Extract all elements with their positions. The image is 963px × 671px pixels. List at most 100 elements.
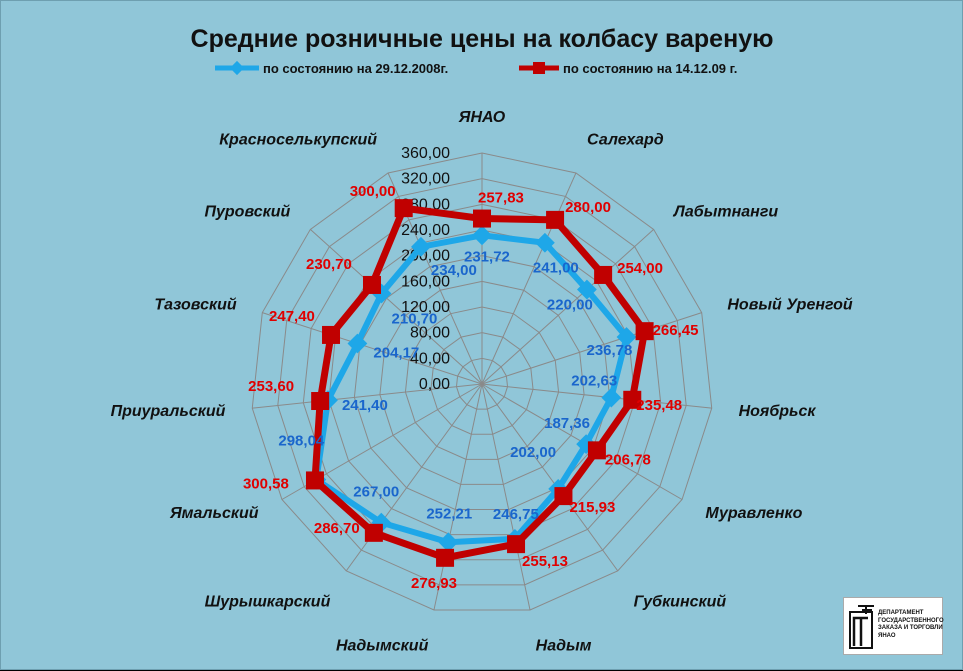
tick-label: 0,00 bbox=[419, 376, 450, 393]
data-point-diamond bbox=[347, 333, 368, 354]
value-label: 246,75 bbox=[493, 506, 539, 523]
value-label: 257,83 bbox=[478, 190, 524, 207]
value-label: 215,93 bbox=[569, 499, 615, 516]
data-point-diamond bbox=[472, 225, 492, 246]
value-label: 230,70 bbox=[306, 256, 352, 273]
grid-ring bbox=[404, 306, 560, 460]
grid-spoke bbox=[309, 229, 483, 385]
grid-ring bbox=[379, 280, 585, 485]
grid-spoke bbox=[481, 383, 712, 409]
data-point-square bbox=[554, 487, 573, 506]
value-label: 235,48 bbox=[636, 397, 682, 414]
data-point-square bbox=[587, 441, 606, 460]
axis-name: Надымский bbox=[336, 637, 429, 654]
data-point-diamond bbox=[616, 327, 637, 347]
value-label: 255,13 bbox=[522, 553, 568, 570]
tick-label: 120,00 bbox=[401, 299, 450, 316]
legend-label: по состоянию на 29.12.2008г. bbox=[263, 61, 448, 76]
axis-name: Новый Уренгой bbox=[727, 296, 853, 313]
axis-name: Ямальский bbox=[169, 505, 259, 522]
grid-spoke bbox=[481, 383, 531, 611]
data-point-square bbox=[507, 535, 526, 554]
grid-spoke bbox=[481, 229, 655, 385]
axis-name: Муравленко bbox=[705, 505, 802, 522]
data-point-square bbox=[635, 322, 654, 341]
logo-line: Департамент bbox=[878, 610, 924, 616]
value-label: 300,00 bbox=[350, 183, 396, 200]
axis-name: Приуральский bbox=[111, 403, 226, 420]
legend-item: по состоянию на 29.12.2008г. bbox=[215, 60, 448, 76]
data-point-square bbox=[436, 548, 455, 567]
value-label: 234,00 bbox=[431, 262, 477, 279]
value-label: 253,60 bbox=[248, 378, 294, 395]
data-point-square bbox=[322, 325, 341, 344]
value-label: 231,72 bbox=[464, 248, 510, 265]
series-line bbox=[311, 204, 649, 562]
value-label: 280,00 bbox=[565, 199, 611, 216]
tick-label: 160,00 bbox=[401, 273, 450, 290]
data-point-diamond bbox=[438, 532, 459, 553]
data-point-diamond bbox=[601, 387, 622, 408]
logo-text: Департамент государственного заказа и то… bbox=[878, 610, 944, 640]
value-label: 241,00 bbox=[533, 260, 579, 277]
logo-line: государственного bbox=[878, 617, 944, 624]
value-label: 276,93 bbox=[411, 575, 457, 592]
data-point-diamond bbox=[577, 279, 597, 300]
tick-label: 80,00 bbox=[410, 325, 450, 342]
value-label: 204,17 bbox=[373, 345, 419, 362]
tick-label: 40,00 bbox=[410, 350, 450, 367]
grid-spoke bbox=[481, 383, 619, 572]
value-label: 254,00 bbox=[617, 260, 663, 277]
axis-name: Пуровский bbox=[204, 203, 290, 220]
grid-spoke bbox=[262, 312, 483, 385]
grid-ring bbox=[430, 332, 534, 435]
series-2009 bbox=[305, 199, 654, 567]
axis-name: Губкинский bbox=[634, 594, 727, 611]
axis-name: Красноселькупский bbox=[219, 131, 377, 148]
data-point-square bbox=[594, 265, 613, 284]
axis-name: Шурышкарский bbox=[205, 594, 331, 611]
data-point-square bbox=[623, 390, 642, 409]
value-label: 300,58 bbox=[243, 475, 289, 492]
department-logo: Департамент государственного заказа и то… bbox=[843, 597, 944, 655]
grid-ring bbox=[302, 203, 662, 561]
value-label: 267,00 bbox=[353, 484, 399, 501]
legend-item: по состоянию на 14.12.09 г. bbox=[519, 61, 737, 76]
axis-name: Салехард bbox=[587, 131, 664, 148]
axis-name: Ноябрьск bbox=[739, 403, 817, 420]
data-point-square bbox=[394, 199, 413, 218]
value-label: 187,36 bbox=[544, 415, 590, 432]
data-point-square bbox=[305, 471, 324, 490]
grid-spoke bbox=[481, 312, 702, 385]
value-label: 247,40 bbox=[269, 308, 315, 325]
axis-name: Лабытнанги bbox=[673, 203, 779, 220]
legend-label: по состоянию на 14.12.09 г. bbox=[563, 61, 737, 76]
axis-names: ЯНАО Салехард Лабытнанги Новый Уренгой Ноябр… bbox=[111, 109, 853, 654]
data-point-square bbox=[311, 392, 330, 411]
data-point-square bbox=[473, 209, 491, 228]
grid-ring bbox=[353, 255, 611, 511]
axis-name: Тазовский bbox=[154, 296, 236, 313]
value-label: 266,45 bbox=[653, 322, 699, 339]
grid-ring bbox=[455, 357, 509, 410]
value-label: 202,00 bbox=[510, 444, 556, 461]
chart-title: Средние розничные цены на колбасу варену… bbox=[191, 25, 774, 53]
grid-spoke bbox=[433, 383, 483, 611]
data-point-diamond bbox=[411, 236, 431, 257]
data-point-square bbox=[546, 210, 565, 229]
grid-ring bbox=[277, 178, 687, 586]
tick-label: 320,00 bbox=[401, 171, 450, 188]
logo-line: заказа и торговли ЯНАО bbox=[878, 625, 943, 639]
value-label: 236,78 bbox=[586, 342, 632, 359]
value-labels: 231,72 241,00 220,00 236,78 202,63 187,36 202,… bbox=[243, 183, 699, 592]
radar-grid bbox=[251, 152, 713, 611]
grid-ring bbox=[251, 152, 713, 611]
axis-name: ЯНАО bbox=[458, 109, 506, 126]
value-label: 220,00 bbox=[547, 297, 593, 314]
logo-emblem-icon bbox=[849, 605, 874, 649]
series-2008 bbox=[306, 225, 637, 553]
legend: по состоянию на 29.12.2008г. по состоянию… bbox=[215, 60, 737, 76]
series-layer bbox=[305, 199, 654, 567]
